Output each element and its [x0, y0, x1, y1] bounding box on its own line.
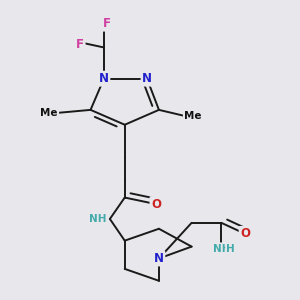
Text: NH: NH — [89, 214, 107, 224]
Text: N: N — [142, 72, 152, 85]
Text: F: F — [103, 17, 111, 30]
Text: H: H — [226, 244, 235, 254]
Text: Me: Me — [40, 108, 58, 118]
Text: F: F — [76, 38, 84, 51]
Text: Me: Me — [184, 111, 202, 121]
Text: N: N — [99, 72, 109, 85]
Text: N: N — [154, 252, 164, 265]
Text: NH: NH — [213, 244, 230, 254]
Text: O: O — [151, 198, 161, 211]
Text: O: O — [240, 227, 250, 240]
